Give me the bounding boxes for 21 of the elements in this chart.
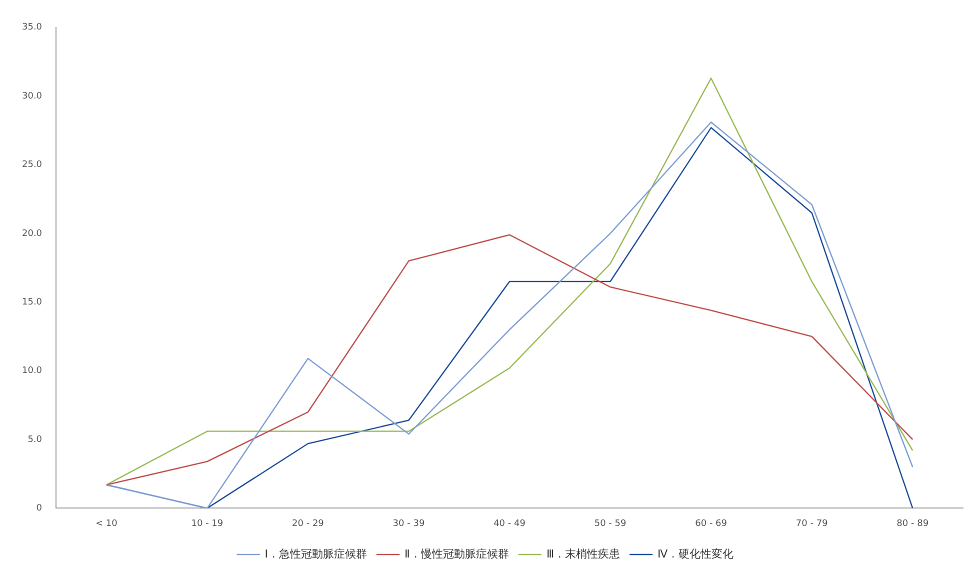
x-tick-label: 40 - 49 — [494, 518, 526, 529]
y-tick-label: 25.0 — [22, 160, 42, 170]
x-tick-label: 20 - 29 — [292, 518, 324, 529]
x-tick-label: 10 - 19 — [191, 518, 224, 529]
x-tick-label: 30 - 39 — [392, 518, 425, 529]
x-tick-label: 70 - 79 — [796, 518, 828, 529]
y-tick-label: 30.0 — [22, 91, 42, 102]
legend-label: Ⅲ．末梢性疾患 — [546, 547, 620, 560]
y-tick-label: 5.0 — [28, 434, 42, 445]
y-tick-label: 35.0 — [22, 22, 42, 33]
y-tick-label: 0 — [36, 504, 42, 514]
y-tick-label: 20.0 — [22, 228, 42, 239]
legend-label: Ⅳ．硬化性変化 — [658, 547, 734, 560]
x-tick-label: 60 - 69 — [695, 518, 728, 529]
legend-label: Ⅰ．急性冠動脈症候群 — [264, 547, 368, 560]
y-tick-label: 10.0 — [22, 366, 42, 376]
legend-label: Ⅱ．慢性冠動脈症候群 — [404, 547, 509, 560]
x-tick-label: 50 - 59 — [594, 518, 627, 529]
x-tick-label: < 10 — [95, 518, 118, 529]
y-tick-label: 15.0 — [22, 297, 42, 308]
x-tick-label: 80 - 89 — [896, 518, 929, 529]
